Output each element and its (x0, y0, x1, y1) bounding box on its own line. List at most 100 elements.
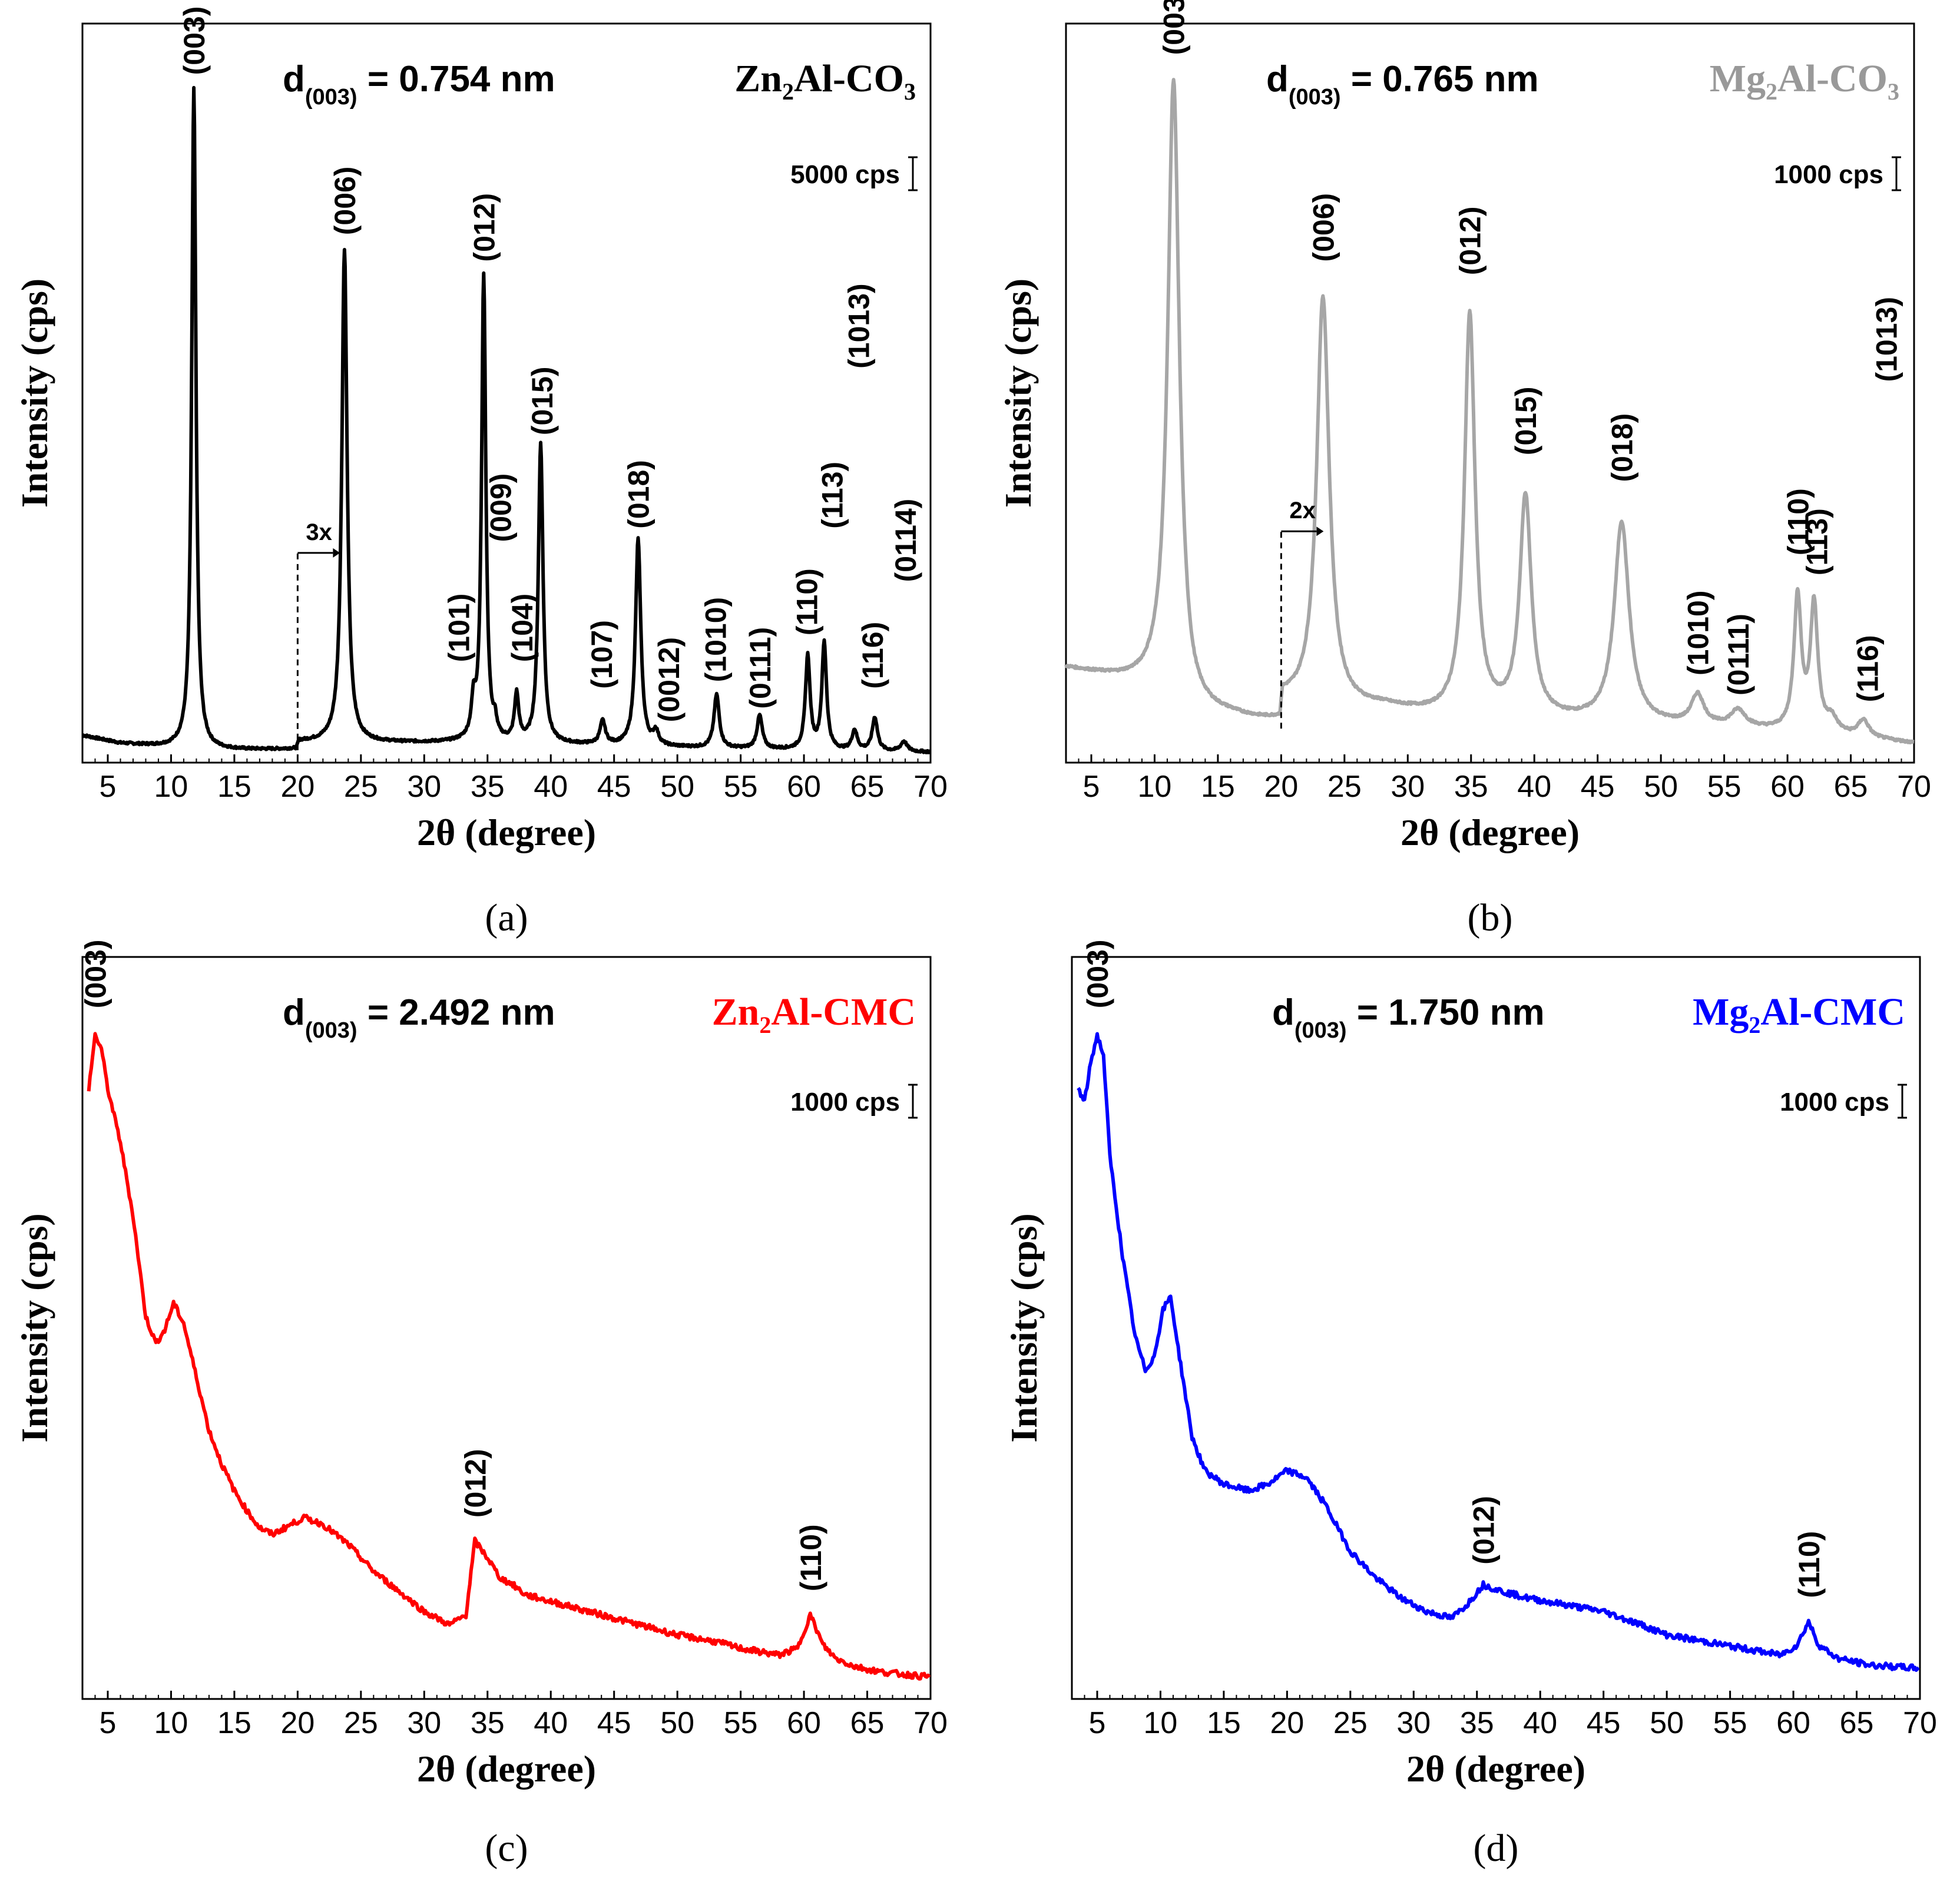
scale-bar-label: 1000 cps (790, 1088, 900, 1117)
x-tick-label: 25 (344, 1706, 378, 1740)
x-tick-label: 35 (1460, 1706, 1494, 1740)
x-tick-label: 35 (1454, 770, 1488, 804)
peak-label: (012) (1468, 1496, 1501, 1565)
peak-label: (003) (1081, 940, 1114, 1009)
sample-label: Zn2Al-CO3 (734, 57, 916, 105)
peak-label: (1013) (842, 283, 875, 369)
x-tick-label: 15 (1201, 770, 1235, 804)
peak-label: (104) (506, 594, 539, 663)
x-axis-title: 2θ (degree) (1401, 811, 1580, 853)
x-tick-label: 30 (407, 1706, 441, 1740)
peak-label: (0114) (889, 499, 922, 582)
peak-label: (113) (816, 462, 849, 529)
x-tick-label: 40 (1523, 1706, 1557, 1740)
x-tick-label: 60 (1776, 1706, 1810, 1740)
d-spacing-label: d(003) = 0.754 nm (283, 59, 555, 110)
d-spacing-label: d(003) = 1.750 nm (1272, 992, 1545, 1043)
x-tick-label: 55 (724, 1706, 758, 1740)
x-tick-label: 30 (407, 770, 441, 804)
x-axis-title: 2θ (degree) (1406, 1748, 1585, 1790)
x-tick-label: 60 (787, 770, 821, 804)
peak-label: (107) (585, 620, 618, 689)
x-tick-label: 65 (1840, 1706, 1874, 1740)
peak-label: (1010) (700, 597, 733, 683)
peak-label: (018) (1606, 413, 1639, 482)
x-tick-label: 10 (154, 1706, 188, 1740)
x-tick-label: 40 (534, 770, 568, 804)
scale-bar-label: 1000 cps (1774, 160, 1883, 189)
peak-label: (012) (468, 193, 501, 262)
peak-label: (009) (484, 473, 517, 542)
x-tick-label: 55 (1707, 770, 1742, 804)
panel-b: 5 10 15 20 25 30 35 40 45 50 55 60 65 70 2θ (degree) In… (997, 0, 1931, 939)
multiplier-arrowhead (1316, 526, 1324, 536)
x-tick-label: 40 (1517, 770, 1551, 804)
x-tick-label: 55 (724, 770, 758, 804)
peak-label: (015) (526, 366, 559, 435)
x-tick-label: 35 (471, 770, 505, 804)
peak-label: (003) (178, 6, 211, 75)
x-tick-label: 25 (1327, 770, 1362, 804)
panel-d: 5 10 15 20 25 30 35 40 45 50 55 60 65 70 2θ (degree) In… (1003, 940, 1937, 1870)
x-tick-label: 15 (217, 770, 251, 804)
peak-label: (0111) (744, 627, 777, 709)
x-tick-label: 10 (154, 770, 188, 804)
x-tick-label: 20 (280, 770, 314, 804)
plot-frame (1065, 22, 1915, 764)
peak-label: (113) (1801, 508, 1834, 575)
x-tick-label: 20 (1270, 1706, 1304, 1740)
x-tick-label: 65 (1834, 770, 1868, 804)
xrd-pattern-c (87, 1032, 931, 1681)
xrd-pattern-b (1064, 78, 1915, 745)
x-tick-label: 70 (1903, 1706, 1937, 1740)
x-tick-label: 5 (1083, 770, 1100, 804)
peak-label: (012) (459, 1449, 492, 1518)
x-tick-label: 10 (1138, 770, 1172, 804)
peak-label: (015) (1509, 386, 1542, 455)
x-tick-label: 55 (1713, 1706, 1747, 1740)
x-tick-label: 50 (1650, 1706, 1684, 1740)
scale-bar-label: 5000 cps (790, 160, 900, 189)
x-tick-label: 45 (1587, 1706, 1621, 1740)
sample-label: Mg2Al-CMC (1693, 991, 1905, 1038)
panel-caption: (d) (1474, 1827, 1519, 1870)
x-tick-label: 40 (534, 1706, 568, 1740)
x-tick-label: 70 (1897, 770, 1931, 804)
peak-label: (116) (1851, 635, 1884, 702)
peak-label: (116) (856, 622, 889, 689)
x-tick-label: 60 (1770, 770, 1805, 804)
x-tick-label: 20 (280, 1706, 314, 1740)
scale-bar-label: 1000 cps (1780, 1088, 1889, 1117)
x-tick-label: 25 (1333, 1706, 1368, 1740)
peak-label: (1010) (1681, 591, 1714, 676)
multiplier-label: 3x (306, 519, 332, 545)
peak-label: (101) (442, 594, 475, 663)
d-spacing-label: d(003) = 2.492 nm (283, 992, 555, 1043)
x-tick-label: 20 (1264, 770, 1298, 804)
x-tick-label: 5 (1089, 1706, 1106, 1740)
peak-label: (006) (1307, 193, 1340, 262)
x-tick-label: 65 (850, 770, 885, 804)
x-tick-label: 50 (1644, 770, 1678, 804)
peak-label: (018) (623, 460, 655, 529)
x-tick-label: 60 (787, 1706, 821, 1740)
panel-a: 5 10 15 20 25 30 35 40 45 50 55 60 65 70 2θ (degree) In… (14, 6, 948, 939)
x-tick-label: 45 (597, 1706, 631, 1740)
peak-label: (006) (329, 167, 362, 236)
peak-label: (012) (1454, 207, 1487, 276)
y-axis-title: Intensity (cps) (14, 1213, 55, 1442)
peak-label: (003) (1158, 0, 1191, 55)
x-tick-label: 15 (217, 1706, 251, 1740)
x-tick-label: 45 (597, 770, 631, 804)
x-tick-label: 35 (471, 1706, 505, 1740)
x-axis-title: 2θ (degree) (417, 811, 596, 853)
x-tick-label: 50 (660, 1706, 694, 1740)
multiplier-label: 2x (1289, 498, 1316, 524)
y-axis-title: Intensity (cps) (1003, 1213, 1045, 1442)
peak-label: (110) (1782, 488, 1815, 555)
sample-label: Mg2Al-CO3 (1710, 57, 1899, 105)
x-tick-label: 70 (913, 770, 948, 804)
y-axis-title: Intensity (cps) (14, 279, 55, 508)
xrd-pattern-a (81, 85, 932, 754)
